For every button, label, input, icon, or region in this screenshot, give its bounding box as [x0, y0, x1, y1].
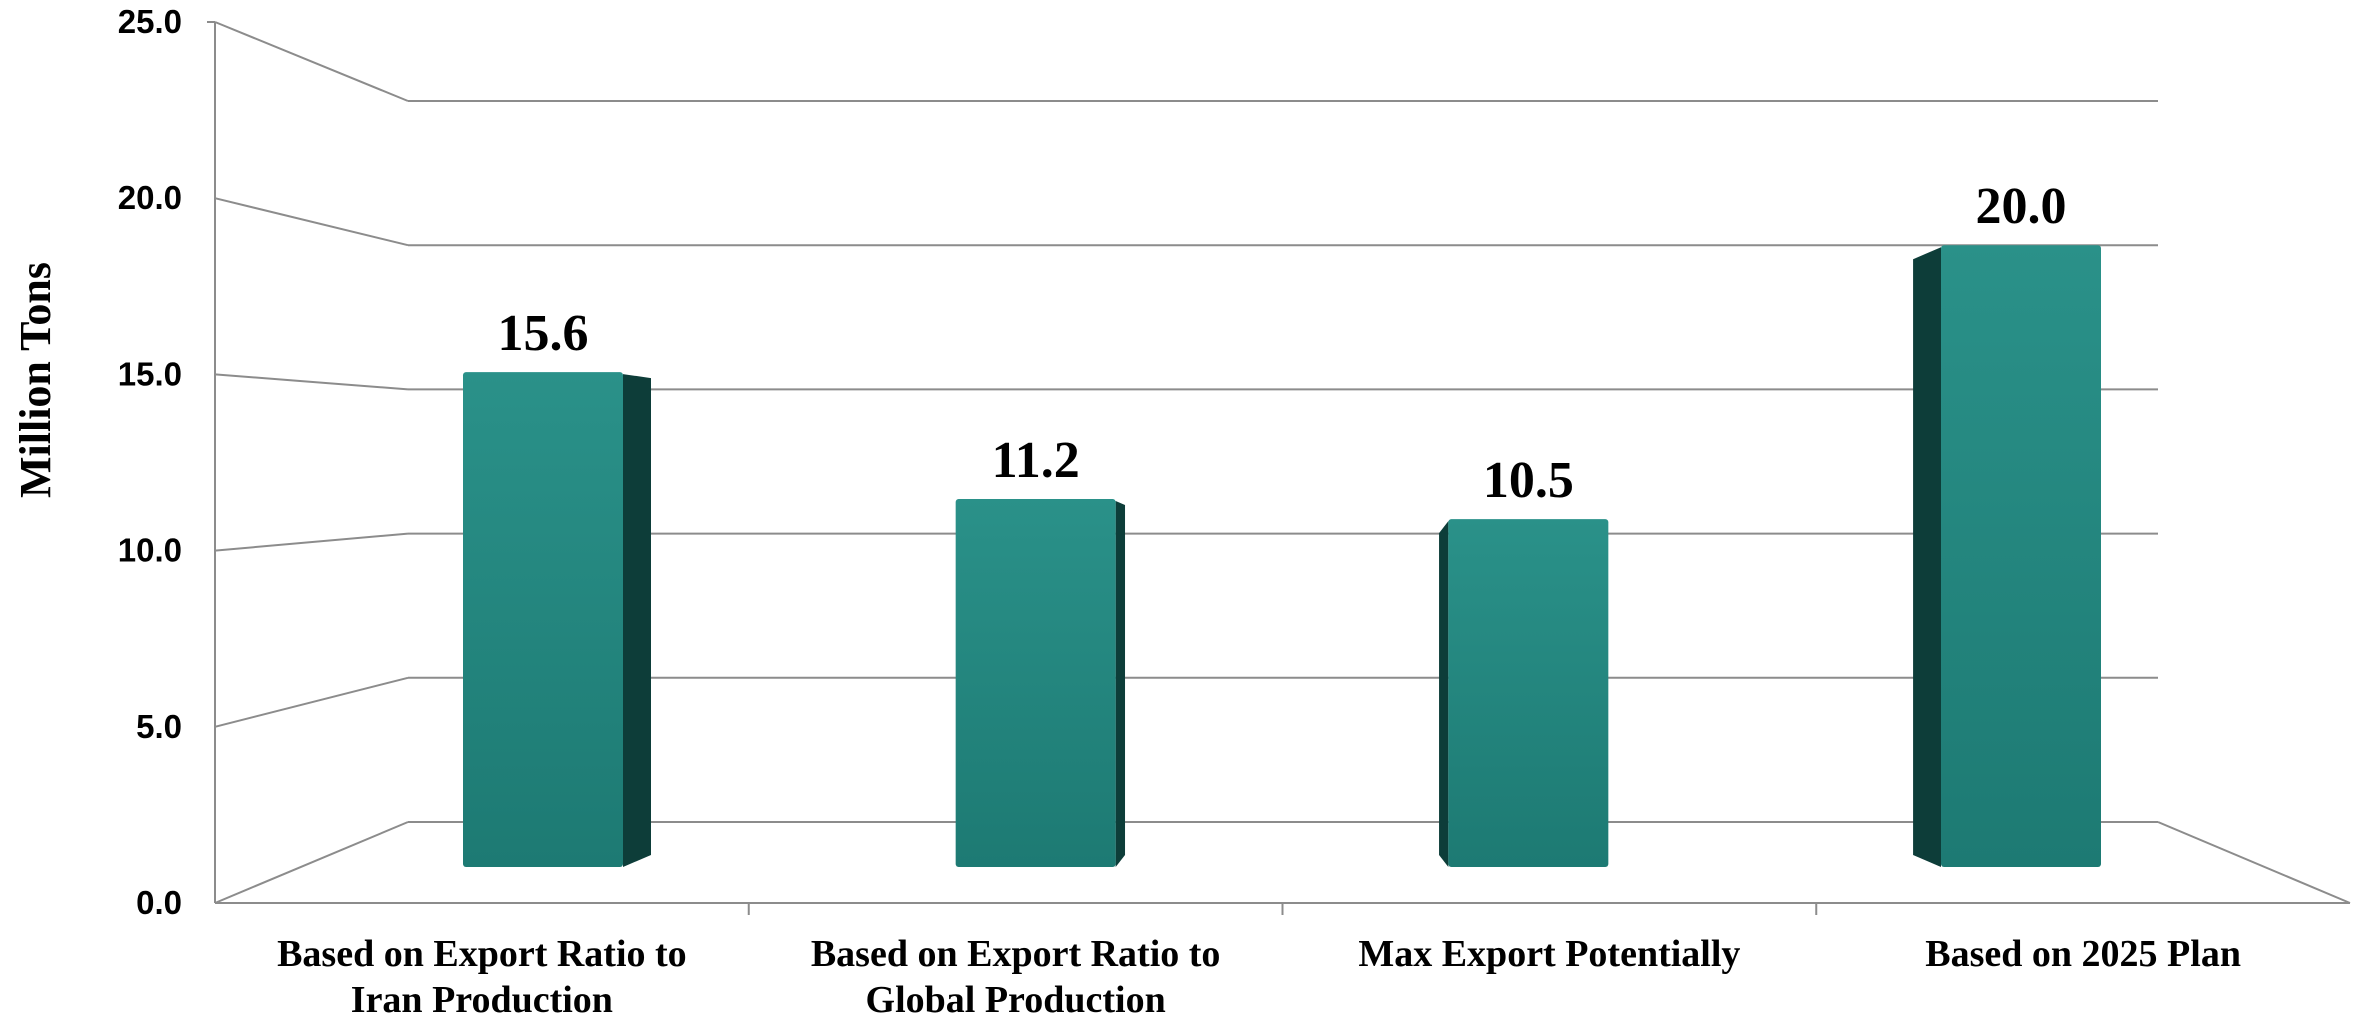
x-tick-label: Based on 2025 Plan [1925, 933, 2241, 975]
x-tick-label: Iran Production [351, 979, 613, 1019]
gridline-side [214, 197, 409, 247]
gridline-side [214, 821, 409, 904]
bar [463, 372, 623, 867]
data-label: 15.6 [498, 305, 589, 362]
bar [1941, 245, 2101, 867]
x-tick-label: Global Production [866, 979, 1166, 1019]
x-tick-label: Based on Export Ratio to [277, 933, 687, 975]
bar-side [1439, 521, 1449, 867]
bar [955, 498, 1116, 867]
y-tick-label: 0.0 [136, 884, 182, 921]
y-tick-label: 15.0 [118, 355, 182, 392]
y-tick-label: 25.0 [118, 3, 182, 40]
gridline-side [214, 21, 409, 102]
y-axis-label: Million Tons [11, 262, 60, 498]
gridline-side [214, 532, 409, 552]
data-label: 11.2 [992, 432, 1080, 489]
x-tick-label: Based on Export Ratio to [811, 933, 1221, 975]
y-tick-label: 5.0 [136, 708, 182, 745]
y-tick-label: 20.0 [118, 179, 182, 216]
gridline-side [214, 676, 409, 728]
gridline-side [214, 373, 409, 391]
data-label: 20.0 [1976, 178, 2067, 235]
bar [1448, 519, 1609, 867]
data-label: 10.5 [1483, 452, 1574, 509]
bar-side [1115, 500, 1126, 867]
y-tick-label: 10.0 [118, 532, 182, 569]
axes [207, 21, 2351, 915]
bars [463, 245, 2101, 867]
gridlines [214, 21, 2158, 904]
floor-edge [2157, 821, 2351, 904]
bar-side [623, 374, 651, 867]
labels: 0.0 5.0 10.0 15.0 20.0 25.0 15.6 Based on Expor… [118, 3, 2241, 1019]
bar-side [1913, 247, 1941, 867]
x-tick-label: Max Export Potentially [1358, 933, 1740, 975]
